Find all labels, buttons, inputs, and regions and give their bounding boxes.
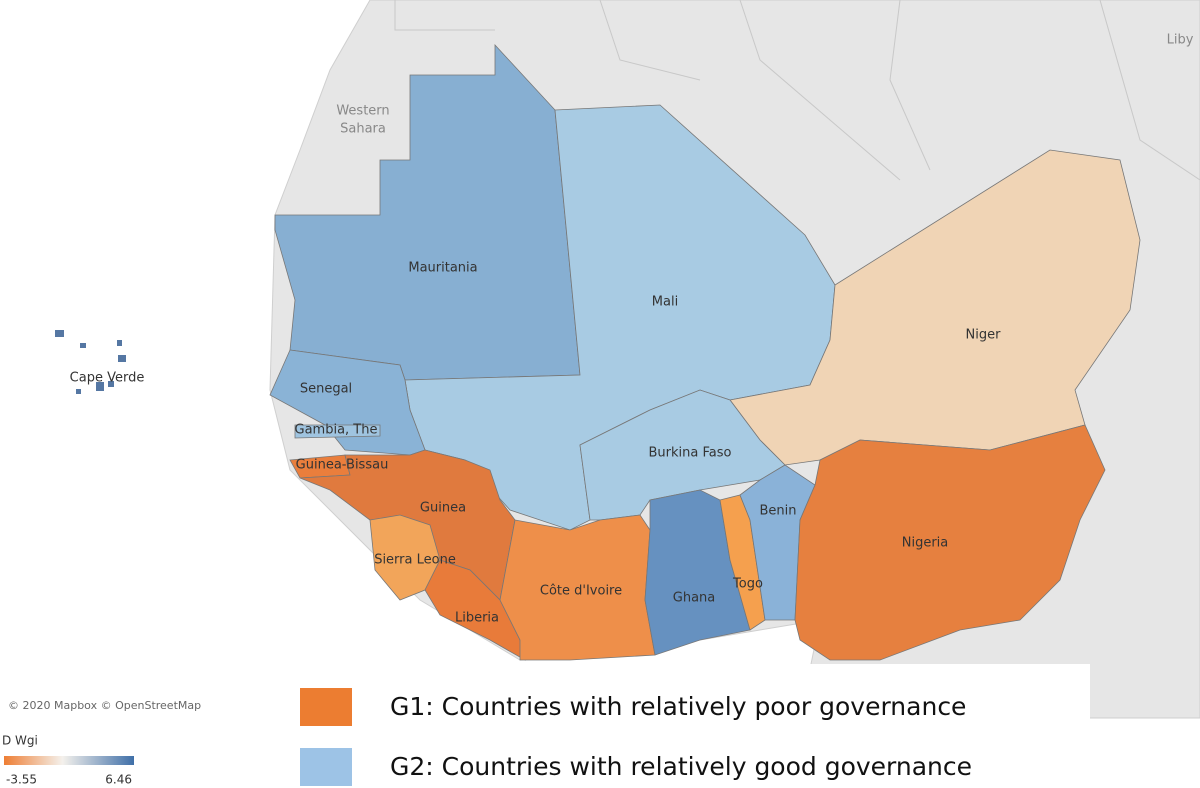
country-label: Togo [732, 577, 763, 592]
legend: G1: Countries with relatively poor gover… [300, 688, 972, 786]
island [76, 389, 81, 394]
legend-swatch [300, 688, 352, 726]
region-label: Sahara [340, 122, 386, 137]
color-scale-min: -3.55 [6, 773, 37, 787]
country-label: Guinea-Bissau [296, 458, 389, 473]
country-shape [294, 424, 381, 439]
attribution: © 2020 Mapbox © OpenStreetMap [8, 699, 201, 712]
country-label: Cape Verde [70, 371, 145, 386]
country-shape [644, 489, 751, 656]
color-scale-bar [4, 756, 134, 765]
country-label: Gambia, The [295, 423, 378, 438]
country-label: Sierra Leone [374, 553, 456, 568]
country-label: Guinea [420, 501, 466, 516]
country-label: Mali [652, 295, 678, 310]
legend-label: G2: Countries with relatively good gover… [390, 752, 972, 781]
region-label: Liby [1167, 33, 1194, 48]
island [80, 343, 86, 348]
legend-swatch [300, 748, 352, 786]
borders [394, 0, 1200, 181]
country-label: Ghana [673, 591, 716, 606]
country-label: Mauritania [408, 261, 477, 276]
island [108, 381, 114, 387]
color-scale-max: 6.46 [105, 773, 132, 787]
island [96, 382, 104, 391]
country-shape [55, 330, 126, 394]
island [55, 330, 64, 337]
country-shape [794, 424, 1106, 661]
countries [55, 43, 1141, 661]
country-label: Senegal [300, 382, 352, 397]
legend-label: G1: Countries with relatively poor gover… [390, 692, 966, 721]
country-label: Nigeria [902, 536, 949, 551]
country-label: Niger [966, 328, 1002, 343]
region-label: Western [336, 104, 389, 119]
country-label: Burkina Faso [649, 446, 732, 461]
color-scale-title: D Wgi [2, 734, 38, 748]
country-labels: Mauritania Mali Niger Burkina Faso Senegal Ga… [70, 261, 1001, 626]
country-label: Côte d'Ivoire [540, 584, 622, 599]
island [118, 355, 126, 362]
country-label: Benin [759, 504, 796, 519]
island [117, 340, 122, 346]
country-label: Liberia [455, 611, 499, 626]
legend-box [290, 664, 1090, 788]
